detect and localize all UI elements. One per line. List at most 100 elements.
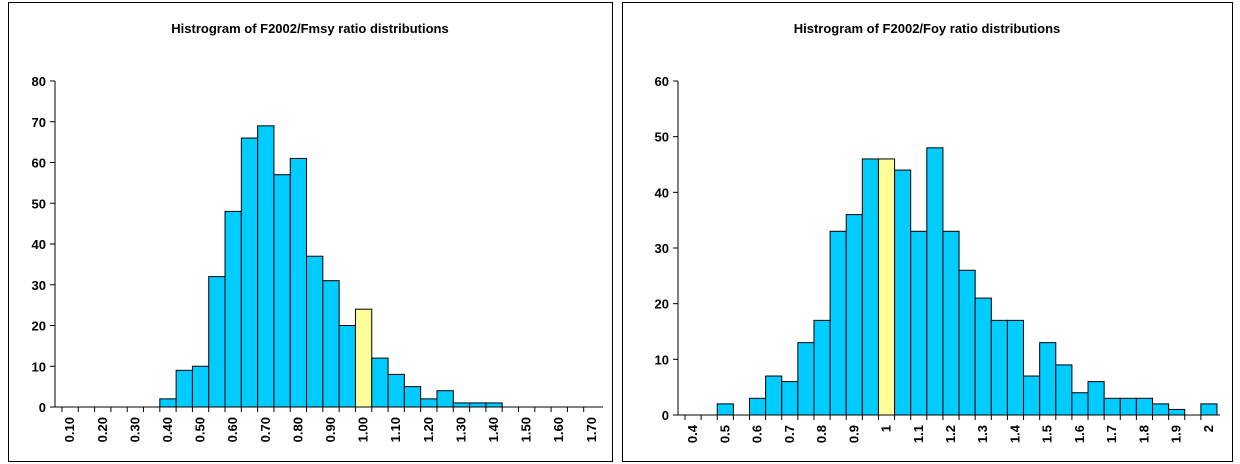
bar — [958, 269, 976, 416]
x-tick-label: 1.4 — [1007, 424, 1022, 443]
bar — [208, 276, 226, 408]
x-tick-label: 0.60 — [225, 417, 240, 442]
y-tick-label: 30 — [32, 278, 46, 293]
chart-title: Histrogram of F2002/Fmsy ratio distribut… — [171, 21, 448, 36]
bar — [877, 158, 896, 416]
x-tick-label: 1.10 — [388, 417, 403, 442]
y-tick-label: 0 — [39, 400, 46, 415]
bar — [926, 147, 944, 416]
x-tick-label: 0.7 — [782, 425, 797, 443]
bar — [1119, 397, 1137, 416]
x-tick-label: 0.8 — [814, 425, 829, 443]
x-tick-label: 0.4 — [685, 424, 700, 443]
bar — [781, 381, 799, 416]
bar — [1135, 397, 1154, 416]
y-tick-label: 80 — [32, 74, 46, 89]
y-tick-label: 70 — [32, 115, 46, 130]
bar — [990, 319, 1008, 416]
x-tick-label: 0.20 — [95, 417, 110, 442]
bar — [469, 402, 487, 408]
y-tick-label: 40 — [655, 185, 669, 200]
bar — [257, 125, 275, 408]
bar — [797, 342, 815, 416]
bar — [322, 280, 340, 408]
bar — [436, 390, 454, 408]
bar — [289, 157, 308, 408]
bar — [942, 230, 960, 416]
x-tick-label: 1.3 — [975, 425, 990, 443]
bar — [894, 169, 912, 416]
x-tick-label: 1.5 — [1040, 425, 1055, 443]
bar — [452, 402, 471, 408]
bar — [1168, 408, 1186, 416]
x-tick-label: 2 — [1201, 425, 1216, 432]
x-tick-label: 1.6 — [1072, 425, 1087, 443]
y-tick-label: 60 — [655, 74, 669, 89]
bar — [845, 214, 863, 416]
bar — [1039, 342, 1057, 416]
bar — [306, 255, 324, 408]
x-tick-label: 1.1 — [911, 425, 926, 443]
x-tick-label: 1.9 — [1169, 425, 1184, 443]
bar — [716, 403, 734, 416]
x-tick-label: 1.7 — [1104, 425, 1119, 443]
x-tick-label: 1.20 — [421, 417, 436, 442]
bar — [1087, 381, 1105, 416]
x-tick-label: 1.00 — [356, 417, 371, 442]
bar — [371, 357, 389, 408]
bar — [224, 210, 242, 408]
bar — [1152, 403, 1170, 416]
bar — [159, 398, 177, 408]
bar — [420, 398, 438, 408]
x-tick-label: 0.50 — [193, 417, 208, 442]
bar — [387, 373, 405, 408]
x-tick-label: 0.10 — [62, 417, 77, 442]
y-tick-label: 20 — [655, 297, 669, 312]
x-tick-label: 1.40 — [486, 417, 501, 442]
bar — [829, 230, 847, 416]
x-tick-label: 1.30 — [453, 417, 468, 442]
y-tick-label: 30 — [655, 241, 669, 256]
y-tick-label: 0 — [662, 408, 669, 423]
bar — [748, 397, 767, 416]
x-tick-label: 1.60 — [551, 417, 566, 442]
bar — [910, 230, 928, 416]
chart-title: Histrogram of F2002/Foy ratio distributi… — [794, 21, 1061, 36]
bar — [485, 402, 503, 408]
bar — [1055, 364, 1073, 416]
bar — [1200, 403, 1218, 416]
x-tick-label: 0.9 — [846, 425, 861, 443]
bar — [765, 375, 783, 416]
y-tick-label: 50 — [655, 130, 669, 145]
x-tick-label: 1.50 — [519, 417, 534, 442]
x-tick-label: 1 — [879, 425, 894, 432]
x-tick-label: 0.90 — [323, 417, 338, 442]
bar — [338, 325, 356, 408]
x-tick-label: 0.6 — [750, 425, 765, 443]
x-tick-label: 0.70 — [258, 417, 273, 442]
bar — [813, 319, 831, 416]
bar — [1023, 375, 1041, 416]
bar — [1071, 392, 1089, 416]
x-tick-label: 1.2 — [943, 425, 958, 443]
x-tick-label: 1.70 — [584, 417, 599, 442]
bar — [175, 369, 193, 408]
y-tick-label: 60 — [32, 156, 46, 171]
y-tick-label: 40 — [32, 237, 46, 252]
bar — [1103, 397, 1121, 416]
x-tick-label: 0.30 — [127, 417, 142, 442]
bar — [861, 158, 879, 416]
x-tick-label: 0.40 — [160, 417, 175, 442]
y-tick-label: 10 — [32, 359, 46, 374]
bar — [240, 137, 259, 408]
bar — [354, 308, 373, 408]
x-tick-label: 0.80 — [290, 417, 305, 442]
y-tick-label: 10 — [655, 352, 669, 367]
bar — [974, 297, 992, 416]
y-tick-label: 20 — [32, 319, 46, 334]
y-tick-label: 50 — [32, 196, 46, 211]
bar — [191, 365, 210, 408]
x-tick-label: 1.8 — [1136, 425, 1151, 443]
